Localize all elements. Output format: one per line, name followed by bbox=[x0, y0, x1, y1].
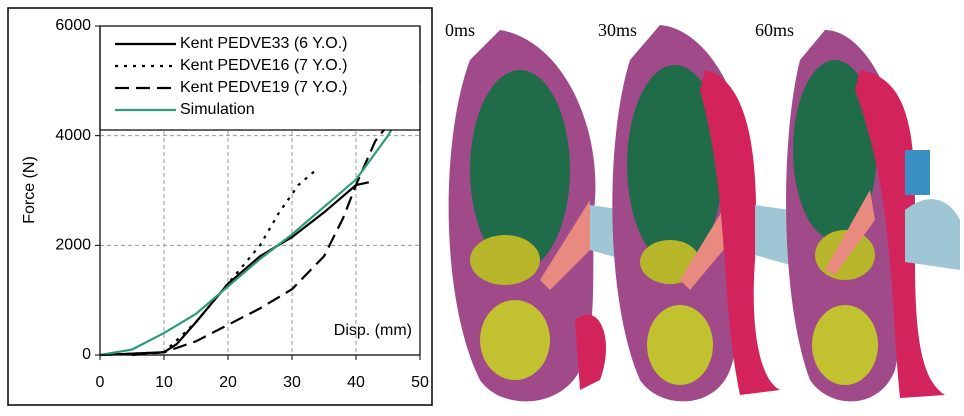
x-tick-label: 0 bbox=[96, 374, 105, 391]
legend-label: Kent PEDVE16 (7 Y.O.) bbox=[180, 57, 348, 74]
simulation-images bbox=[448, 25, 960, 402]
y-tick-label: 0 bbox=[82, 346, 91, 363]
y-tick-label: 2000 bbox=[55, 237, 91, 254]
x-tick-label: 40 bbox=[347, 374, 365, 391]
panel-label: 30ms bbox=[598, 20, 637, 40]
x-tick-label: 20 bbox=[219, 374, 237, 391]
y-axis-label: Force (N) bbox=[21, 156, 38, 224]
plot: 0 2000 4000 6000 0 10 20 30 40 50 Kent PEDVE33 (6 … bbox=[55, 17, 429, 391]
series-line bbox=[99, 181, 370, 357]
x-tick-label: 10 bbox=[155, 374, 173, 391]
x-tick-label: 30 bbox=[283, 374, 301, 391]
panel-0 bbox=[448, 30, 625, 402]
panel-label: 60ms bbox=[755, 20, 794, 40]
legend-label: Kent PEDVE33 (6 Y.O.) bbox=[180, 35, 348, 52]
panel-label: 0ms bbox=[445, 20, 475, 40]
panel-1 bbox=[612, 25, 790, 402]
y-tick-label: 6000 bbox=[55, 17, 91, 34]
x-tick-label: 50 bbox=[411, 374, 429, 391]
x-axis-label: Disp. (mm) bbox=[334, 322, 412, 339]
panel-2 bbox=[786, 30, 960, 402]
legend-label: Simulation bbox=[180, 101, 255, 118]
series-line bbox=[99, 167, 319, 357]
y-tick-label: 4000 bbox=[55, 127, 91, 144]
legend-label: Kent PEDVE19 (7 Y.O.) bbox=[180, 79, 348, 96]
